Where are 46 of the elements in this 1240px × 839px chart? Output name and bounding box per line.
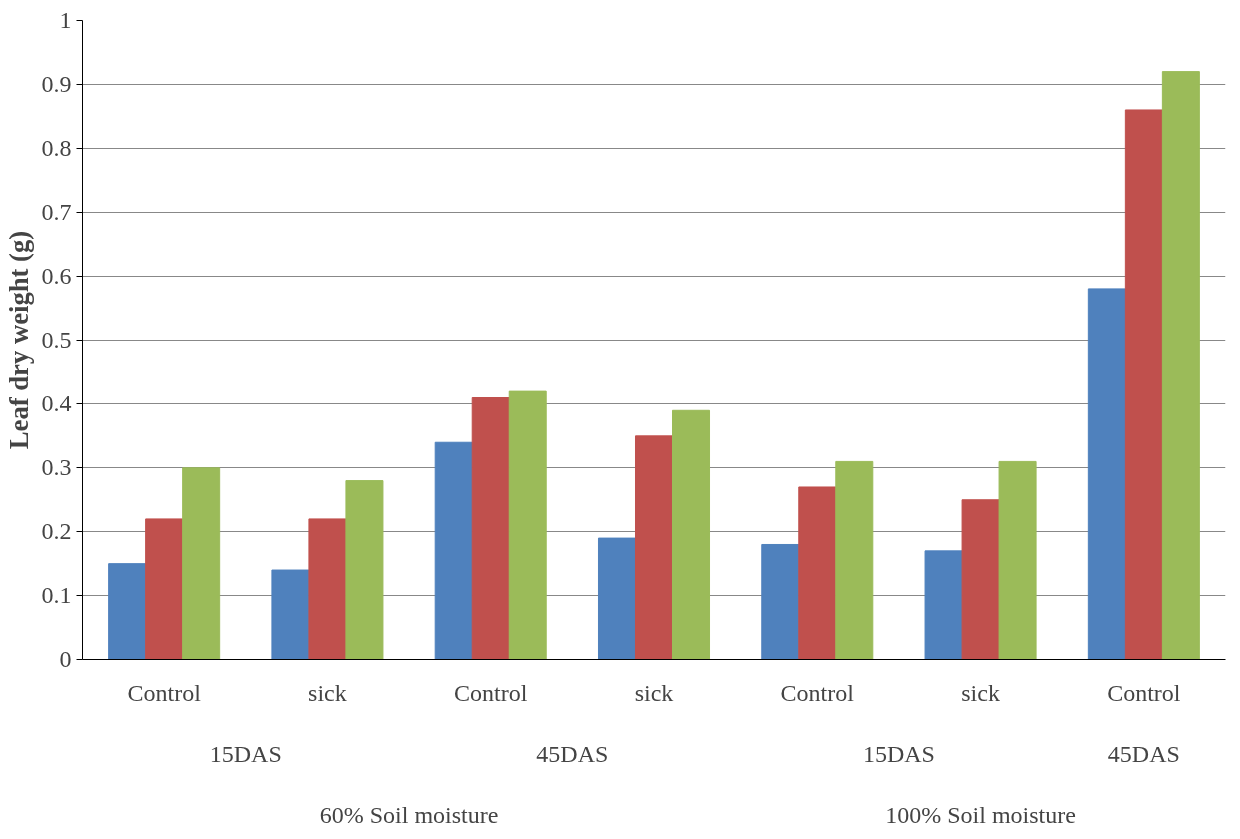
bar bbox=[761, 543, 800, 660]
bar bbox=[1087, 288, 1126, 660]
text: 15DAS bbox=[209, 740, 282, 767]
y-tick-label: 0.2 bbox=[41, 518, 72, 545]
bar bbox=[471, 397, 510, 660]
bar bbox=[345, 480, 384, 660]
text: 45DAS bbox=[536, 740, 609, 767]
y-tick-label: 0 bbox=[59, 646, 72, 672]
bar bbox=[508, 390, 547, 660]
y-tick-label: 0.6 bbox=[41, 262, 72, 289]
bar bbox=[924, 550, 963, 660]
y-tick-label: 0.5 bbox=[41, 326, 72, 353]
bar bbox=[1124, 109, 1163, 660]
bar bbox=[672, 409, 711, 660]
y-tick-label: 0.3 bbox=[41, 454, 72, 481]
text: 100% Soil moisture bbox=[885, 801, 1076, 828]
x-tick-label: Control bbox=[780, 679, 855, 706]
x-tick-label: Control bbox=[454, 679, 528, 706]
text: 15DAS bbox=[862, 740, 935, 767]
bar bbox=[108, 563, 147, 660]
y-axis-title: Leaf dry weight (g) bbox=[3, 230, 34, 450]
y-tick-label: 1 bbox=[59, 7, 72, 33]
x-tick-label: sick bbox=[308, 679, 347, 706]
bar bbox=[271, 569, 310, 660]
bar bbox=[798, 486, 837, 660]
text: 45DAS bbox=[1107, 740, 1180, 767]
x-tick-label: sick bbox=[961, 679, 1000, 706]
x-tick-label: Control bbox=[1107, 679, 1181, 706]
bar bbox=[597, 537, 636, 660]
bar bbox=[434, 441, 473, 660]
bar bbox=[634, 435, 674, 660]
bar bbox=[145, 518, 184, 660]
y-tick-label: 0.1 bbox=[41, 582, 72, 609]
bar bbox=[998, 460, 1037, 660]
bar bbox=[1161, 71, 1200, 660]
y-tick-label: 0.9 bbox=[41, 70, 72, 97]
bar bbox=[961, 499, 1000, 660]
bar bbox=[182, 467, 221, 660]
x-tick-label: Control bbox=[127, 679, 202, 706]
y-tick-label: 0.4 bbox=[41, 390, 72, 417]
x-tick-label: sick bbox=[634, 679, 674, 706]
text: 60% Soil moisture bbox=[319, 801, 499, 828]
y-tick-label: 0.8 bbox=[41, 134, 72, 161]
bar bbox=[835, 460, 874, 660]
bar bbox=[308, 518, 347, 660]
y-tick-label: 0.7 bbox=[41, 198, 72, 225]
